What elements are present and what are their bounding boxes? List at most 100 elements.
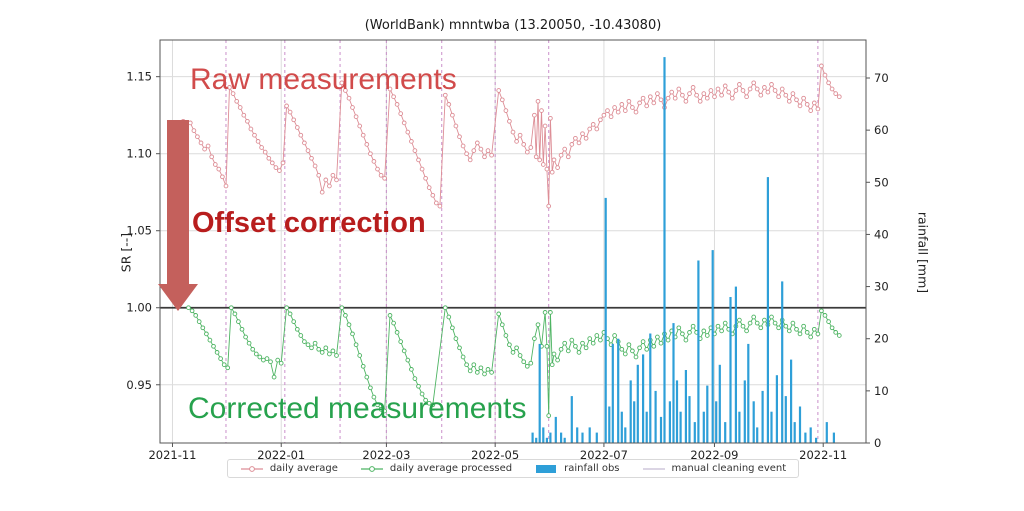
raw-series-marker	[284, 103, 289, 109]
raw-series-marker	[615, 109, 621, 115]
rainfall-bar	[538, 343, 541, 443]
processed-series-marker	[521, 359, 527, 365]
raw-series-marker	[291, 117, 297, 123]
rainfall-bar	[617, 338, 620, 443]
raw-series-marker	[394, 102, 400, 107]
rainfall-bar	[815, 437, 818, 443]
processed-series-marker	[196, 319, 202, 324]
raw-series-marker	[542, 123, 548, 129]
raw-series-marker	[651, 100, 657, 106]
raw-series-marker	[528, 145, 534, 150]
raw-series-marker	[423, 175, 428, 181]
processed-series-marker	[371, 394, 377, 400]
rainfall-bar	[738, 411, 741, 443]
processed-series-marker	[815, 331, 821, 337]
raw-series-marker	[382, 175, 387, 181]
raw-series-marker	[280, 160, 286, 166]
rainfall-bar	[804, 432, 807, 443]
rainfall-bar	[604, 197, 607, 443]
raw-series-marker	[580, 131, 585, 137]
raw-series-marker	[521, 142, 527, 147]
rainfall-bar	[798, 406, 802, 443]
processed-series-marker	[665, 337, 671, 343]
processed-series-marker	[514, 345, 519, 351]
sr-tick-label: 1.10	[126, 147, 152, 161]
processed-series-marker	[343, 313, 348, 318]
raw-series-marker	[298, 132, 304, 138]
rainfall-bar	[581, 432, 584, 443]
processed-series-marker	[551, 351, 557, 357]
offset-arrow	[158, 120, 198, 311]
processed-series-marker	[499, 322, 505, 328]
raw-series-marker	[833, 91, 839, 96]
raw-series-marker	[622, 108, 628, 113]
raw-series-marker	[245, 118, 250, 124]
rainfall-bar	[663, 57, 666, 443]
raw-series-marker	[680, 92, 685, 98]
rainfall-bar	[729, 297, 732, 443]
rainfall-bar	[654, 390, 657, 443]
processed-series-marker	[640, 339, 646, 344]
raw-series-marker	[446, 102, 452, 107]
rainfall-bar	[825, 422, 828, 443]
raw-series-marker	[808, 108, 814, 113]
raw-series-marker	[433, 200, 439, 206]
legend-item: daily average	[240, 463, 338, 474]
raw-series-marker	[450, 112, 455, 118]
legend-item: manual cleaning event	[642, 463, 787, 474]
processed-series-marker	[236, 319, 241, 324]
processed-series-marker	[558, 346, 564, 352]
rainfall-bar	[715, 401, 718, 443]
raw-series-marker	[786, 98, 792, 104]
processed-series-marker	[360, 363, 366, 369]
processed-series-marker	[482, 371, 487, 377]
processed-series-marker	[228, 305, 234, 311]
raw-series-marker	[544, 166, 550, 172]
raw-series-marker	[540, 162, 546, 167]
raw-series-marker	[353, 114, 359, 120]
processed-series-marker	[794, 326, 799, 332]
legend-item-label: daily average processed	[389, 463, 513, 474]
processed-series-marker	[517, 353, 523, 358]
raw-series-marker	[669, 89, 675, 95]
processed-series-marker	[715, 323, 721, 329]
raw-series-marker	[655, 91, 660, 96]
rainfall-bar	[570, 396, 573, 443]
raw-series-marker	[644, 103, 650, 109]
raw-series-marker	[697, 98, 703, 104]
raw-series-marker	[815, 106, 821, 112]
raw-series-marker	[460, 143, 466, 149]
raw-series-marker	[510, 129, 516, 135]
processed-series-marker	[430, 402, 436, 408]
processed-series-marker	[690, 323, 696, 329]
raw-series-marker	[467, 157, 473, 163]
legend-item-label: manual cleaning event	[671, 463, 787, 474]
raw-series-marker	[357, 123, 363, 129]
processed-series-marker	[316, 346, 322, 352]
processed-series-marker	[683, 337, 689, 343]
processed-series-marker	[423, 397, 428, 403]
processed-series-marker	[323, 345, 329, 351]
raw-series-marker	[205, 143, 211, 149]
processed-series-marker	[776, 325, 781, 331]
raw-series-marker	[612, 105, 617, 110]
raw-series-marker	[237, 105, 243, 110]
processed-series-marker	[243, 334, 248, 340]
raw-series-marker	[765, 89, 771, 95]
raw-series-marker	[327, 183, 332, 189]
raw-series-marker	[594, 126, 600, 132]
raw-series-marker	[316, 172, 322, 178]
raw-series-marker	[722, 83, 728, 89]
processed-series-marker	[633, 354, 639, 360]
rainfall-bar	[608, 406, 611, 443]
raw-series-marker	[489, 152, 494, 158]
raw-series-marker	[539, 108, 544, 113]
processed-series-marker	[419, 391, 425, 397]
raw-series-marker	[371, 159, 377, 164]
raw-series-marker	[499, 97, 505, 103]
raw-series-marker	[626, 98, 632, 104]
raw-series-marker	[729, 95, 735, 101]
raw-series-marker	[195, 134, 200, 140]
raw-series-marker	[772, 88, 778, 93]
raw-series-marker	[294, 125, 300, 130]
